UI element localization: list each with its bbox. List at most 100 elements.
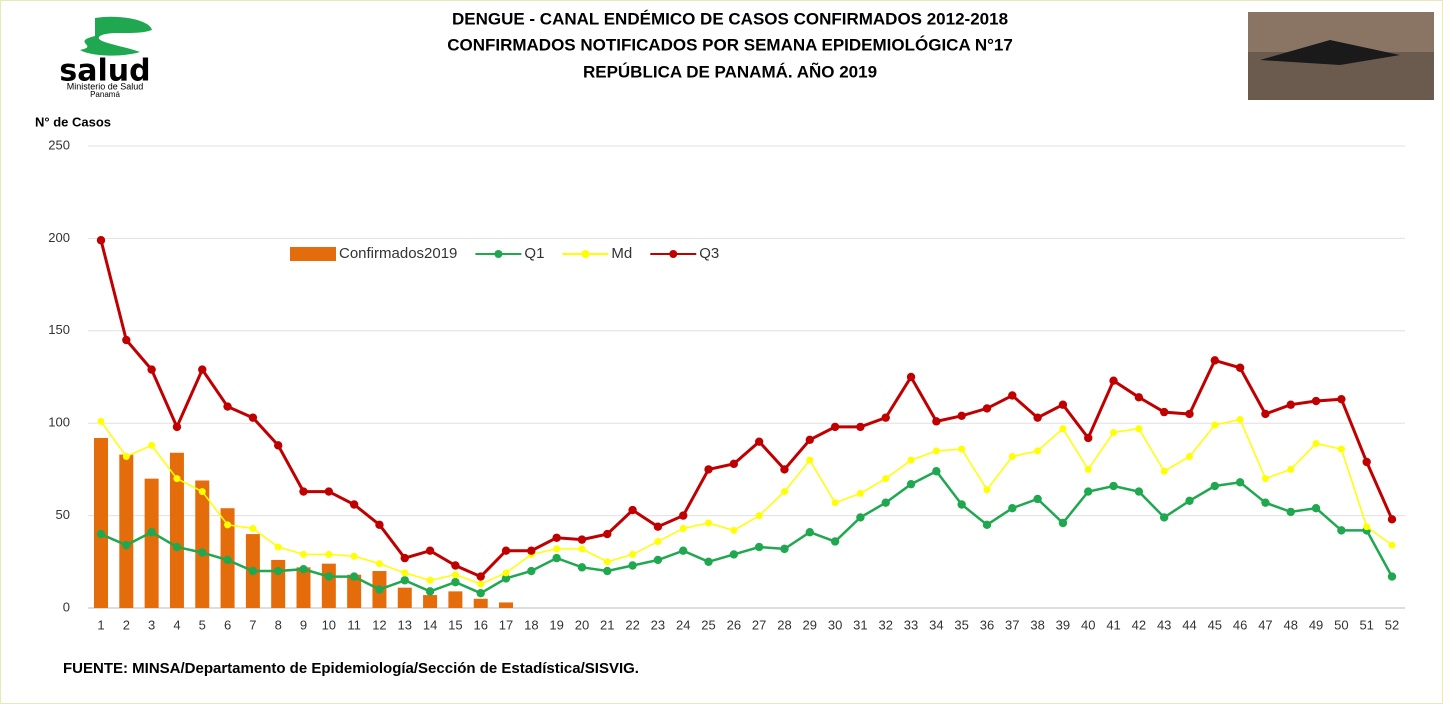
legend-swatch xyxy=(581,250,590,258)
marker xyxy=(1008,391,1017,400)
marker xyxy=(628,561,637,570)
x-tick-label: 35 xyxy=(954,617,968,632)
marker xyxy=(224,521,232,529)
x-tick-label: 6 xyxy=(224,617,231,632)
x-tick-label: 52 xyxy=(1385,617,1399,632)
marker xyxy=(198,548,207,557)
x-tick-label: 3 xyxy=(148,617,155,632)
marker xyxy=(653,522,663,531)
marker xyxy=(1185,409,1194,419)
x-tick-label: 4 xyxy=(173,617,180,632)
marker xyxy=(1159,407,1169,417)
title: DENGUE - CANAL ENDÉMICO DE CASOS CONFIRM… xyxy=(452,9,1008,28)
x-tick-label: 44 xyxy=(1182,617,1196,632)
marker xyxy=(603,558,611,566)
y-tick-label: 250 xyxy=(48,137,70,152)
marker xyxy=(704,465,713,474)
marker xyxy=(679,546,688,555)
marker xyxy=(982,404,992,413)
bar xyxy=(169,452,184,608)
marker xyxy=(932,417,941,426)
marker xyxy=(704,557,713,566)
marker xyxy=(451,577,460,587)
marker xyxy=(780,544,789,554)
x-tick-label: 13 xyxy=(398,617,412,632)
marker xyxy=(299,564,308,574)
marker xyxy=(654,537,662,545)
marker xyxy=(375,520,384,530)
marker xyxy=(96,529,106,539)
marker xyxy=(629,550,637,558)
x-tick-label: 22 xyxy=(625,617,639,632)
y-tick-label: 50 xyxy=(56,507,70,522)
marker xyxy=(1337,394,1346,404)
marker xyxy=(932,447,940,455)
bar xyxy=(195,480,210,608)
marker xyxy=(501,546,511,555)
marker xyxy=(1033,413,1042,422)
marker xyxy=(477,580,485,588)
marker xyxy=(527,566,536,576)
marker xyxy=(628,505,637,515)
marker xyxy=(148,441,156,449)
marker xyxy=(1084,433,1093,443)
marker xyxy=(1084,465,1092,473)
legend-label: Md xyxy=(611,245,632,262)
y-axis-label: N° de Casos xyxy=(35,114,111,129)
line xyxy=(99,239,1394,579)
marker xyxy=(906,372,916,382)
x-tick-label: 8 xyxy=(275,617,282,632)
marker xyxy=(1109,481,1118,491)
marker xyxy=(754,542,764,552)
logo-subtext: Panamá xyxy=(90,90,120,99)
y-tick-label: 0 xyxy=(63,599,70,614)
marker xyxy=(1034,447,1042,455)
marker xyxy=(729,459,739,469)
line xyxy=(100,469,1394,595)
marker xyxy=(97,417,105,425)
marker xyxy=(1287,465,1295,473)
marker xyxy=(1261,475,1269,483)
x-tick-label: 37 xyxy=(1005,617,1019,632)
marker xyxy=(831,499,839,507)
x-tick-label: 48 xyxy=(1284,617,1298,632)
marker xyxy=(122,540,131,550)
marker xyxy=(1109,376,1118,385)
x-tick-label: 19 xyxy=(549,617,563,632)
marker xyxy=(653,555,663,565)
marker xyxy=(1159,513,1169,522)
marker xyxy=(1387,515,1397,524)
legend-swatch xyxy=(290,247,336,261)
marker xyxy=(400,553,409,563)
title: REPÚBLICA DE PANAMÁ. AÑO 2019 xyxy=(583,61,877,81)
marker xyxy=(1311,396,1321,406)
marker xyxy=(122,452,130,460)
marker xyxy=(400,576,409,585)
marker xyxy=(1058,400,1068,409)
marker xyxy=(425,587,435,596)
x-tick-label: 31 xyxy=(853,617,867,632)
marker xyxy=(1110,428,1118,436)
marker xyxy=(1363,523,1371,531)
marker xyxy=(324,487,334,496)
marker xyxy=(805,435,814,445)
marker xyxy=(172,542,182,552)
legend-label: Confirmados2019 xyxy=(339,245,457,262)
y-tick-label: 200 xyxy=(48,230,70,245)
marker xyxy=(375,560,383,568)
marker xyxy=(1286,507,1295,517)
marker xyxy=(906,479,916,489)
marker xyxy=(451,571,459,579)
marker xyxy=(173,475,181,483)
x-tick-label: 15 xyxy=(448,617,462,632)
x-tick-label: 12 xyxy=(372,617,386,632)
marker xyxy=(349,572,359,581)
marker xyxy=(249,525,257,533)
marker xyxy=(1185,452,1193,460)
marker xyxy=(1312,440,1320,448)
marker xyxy=(553,545,561,553)
marker xyxy=(401,569,409,577)
marker xyxy=(1210,481,1220,491)
marker xyxy=(679,525,687,533)
x-tick-label: 14 xyxy=(423,617,437,632)
